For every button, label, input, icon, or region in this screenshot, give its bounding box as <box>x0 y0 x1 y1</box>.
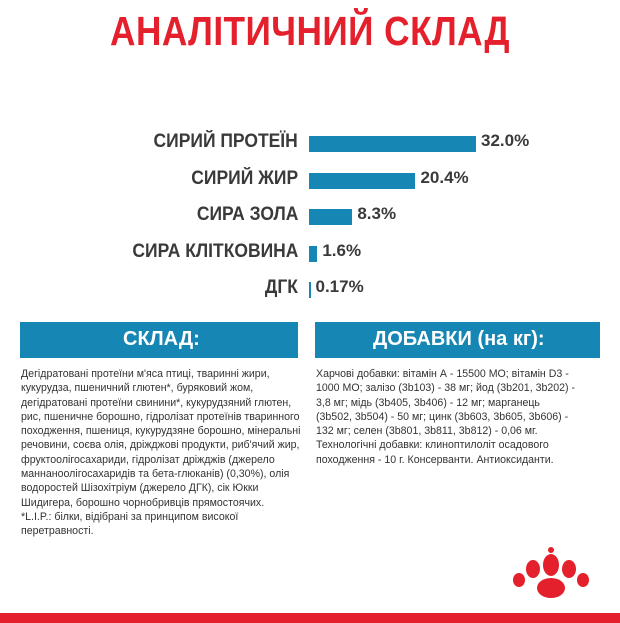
additives-header: ДОБАВКИ (на кг): <box>315 322 600 358</box>
analysis-label: СИРИЙ ЖИР <box>191 167 298 189</box>
composition-block: Дегідратовані протеїни м'яса птиці, твар… <box>21 367 306 539</box>
analysis-value: 1.6% <box>322 240 362 260</box>
composition-heading: СКЛАД: <box>123 328 200 350</box>
analysis-row: СИРА ЗОЛА 8.3% <box>0 201 620 231</box>
analysis-label: СИРА КЛІТКОВИНА <box>132 240 298 262</box>
analysis-row: ДГК 0.17% <box>0 274 620 304</box>
analysis-label: ДГК <box>264 277 298 298</box>
additives-text: Харчові добавки: вітамін А - 15500 МО; в… <box>316 368 576 466</box>
royal-canin-crown-logo <box>513 547 589 598</box>
composition-text: Дегідратовані протеїни м'яса птиці, твар… <box>21 368 301 509</box>
analysis-label: СИРИЙ ПРОТЕЇН <box>153 131 298 152</box>
analysis-row: СИРА КЛІТКОВИНА 1.6% <box>0 238 620 268</box>
analysis-bar <box>309 209 353 225</box>
analysis-value: 8.3% <box>357 204 397 223</box>
analysis-bar <box>309 172 416 189</box>
analysis-chart: СИРИЙ ПРОТЕЇН 32.0% СИРИЙ ЖИР 20.4% СИРА ЗОЛ… <box>0 128 620 318</box>
footer-bar <box>0 613 620 623</box>
analysis-label: СИРА ЗОЛА <box>196 204 298 225</box>
composition-note: *L.I.P.: білки, відібрані за принципом в… <box>21 510 239 538</box>
analysis-row: СИРИЙ ПРОТЕЇН 32.0% <box>0 128 620 158</box>
composition-header: СКЛАД: <box>20 322 298 358</box>
analysis-bar <box>309 245 318 262</box>
analysis-value: 0.17% <box>315 277 364 296</box>
analysis-bar <box>309 282 311 298</box>
additives-heading: ДОБАВКИ (на кг): <box>373 328 545 350</box>
analysis-bar <box>309 136 476 152</box>
additives-block: Харчові добавки: вітамін А - 15500 МО; в… <box>316 367 578 467</box>
analysis-value: 20.4% <box>420 167 469 187</box>
page-title: АНАЛІТИЧНИЙ СКЛАД <box>110 8 510 54</box>
analysis-value: 32.0% <box>481 131 530 150</box>
analysis-row: СИРИЙ ЖИР 20.4% <box>0 165 620 195</box>
